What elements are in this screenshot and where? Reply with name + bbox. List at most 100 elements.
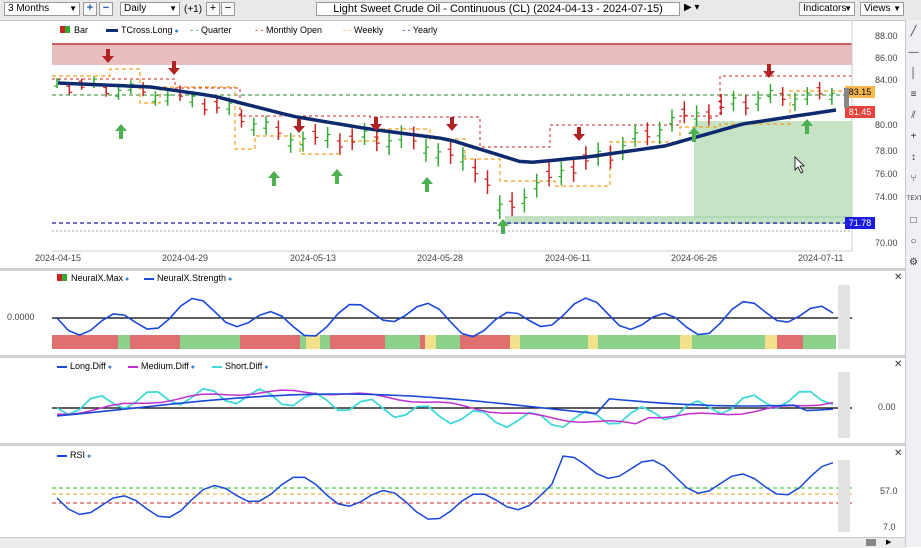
rectangle-icon[interactable]: □ — [910, 215, 917, 226]
settings-dot-icon[interactable]: ● — [188, 364, 196, 371]
settings-icon[interactable]: ⚙ — [909, 257, 918, 268]
line-icon[interactable]: ╱ — [910, 26, 917, 37]
chevron-down-icon: ▼ — [893, 4, 901, 13]
long-diff-line — [56, 393, 834, 417]
date-label: 2024-06-11 — [545, 253, 591, 263]
chevron-down-icon: ▼ — [169, 4, 177, 13]
neural-scroll-area — [838, 285, 850, 349]
date-label: 2024-05-13 — [290, 253, 337, 263]
price-axis-label: 74.00 — [875, 192, 898, 202]
neural-strength-label: NeuralX.Strength — [157, 273, 227, 283]
neural-histogram-block — [598, 335, 680, 349]
arrows-icon[interactable]: ↕ — [911, 152, 916, 163]
date-label: 2024-07-11 — [798, 253, 844, 263]
price-axis-label: 78.00 — [875, 146, 898, 156]
neural-histogram-block — [118, 335, 130, 349]
offset-label: (+1) — [184, 4, 203, 15]
buy-arrow-head — [421, 177, 433, 184]
period-dropdown[interactable]: 3 Months ▼ — [4, 2, 80, 16]
interval-value: Daily — [124, 3, 147, 14]
legend-bar: Bar — [60, 25, 88, 35]
rsi-panel[interactable]: RSI ● 57.0 7.0 ✕ — [0, 446, 905, 537]
neural-max-label: NeuralX.Max — [71, 273, 124, 283]
neural-max-swatch — [57, 274, 67, 281]
zoom-in-button[interactable]: + — [83, 2, 97, 16]
symbol-title[interactable]: Light Sweet Crude Oil - Continuous (CL) … — [316, 2, 680, 16]
neural-histogram-block — [588, 335, 598, 349]
settings-dot-icon[interactable]: ● — [226, 276, 233, 283]
long-diff-label: Long.Diff — [70, 361, 106, 371]
fib-icon[interactable]: ≡ — [910, 89, 917, 100]
legend-yearly: - - Yearly — [402, 25, 438, 35]
title-menu-button[interactable]: ▶ ▾ — [684, 2, 700, 13]
last-price-tag: 83.15 — [845, 86, 875, 98]
vertical-line-icon[interactable]: │ — [910, 68, 917, 79]
zoom-out-button[interactable]: − — [99, 2, 113, 16]
drawing-tools-sidebar: ╱ ― │ ≡ ⫽ + ↕ ⑂ TEXT □ ○ ⚙ — [905, 20, 921, 547]
legend-short-diff: Short.Diff ● — [212, 361, 269, 371]
price-axis-label: 70.00 — [875, 238, 898, 248]
trend-channel-icon[interactable]: ⫽ — [911, 110, 916, 121]
neural-max-histogram — [52, 335, 836, 349]
neural-histogram-block — [777, 335, 803, 349]
monthly-open-line — [52, 75, 852, 148]
close-neural-panel-icon[interactable]: ✕ — [894, 272, 903, 283]
indicators-label: Indicators — [803, 3, 847, 14]
sell-arrow-head — [446, 124, 458, 131]
crosshair-icon[interactable]: + — [910, 131, 917, 142]
bar-swatch — [60, 26, 70, 33]
interval-dropdown[interactable]: Daily ▼ — [120, 2, 180, 16]
date-label: 2024-04-29 — [162, 253, 209, 263]
neural-histogram-block — [436, 335, 460, 349]
chevron-down-icon: ▼ — [69, 4, 77, 13]
horizontal-scrollbar[interactable]: ▶ — [0, 537, 905, 548]
ellipse-icon[interactable]: ○ — [910, 236, 917, 247]
neural-histogram-block — [460, 335, 510, 349]
add-bar-button[interactable]: + — [206, 2, 220, 16]
rsi-axis-label: 57.0 — [880, 486, 898, 496]
neural-histogram-block — [320, 335, 330, 349]
resistance-zone-edge — [52, 43, 852, 45]
indicators-dropdown[interactable]: Indicators ▼ — [799, 2, 855, 16]
diff-panel[interactable]: Long.Diff ● Medium.Diff ● Short.Diff ● 0… — [0, 358, 905, 443]
medium-diff-swatch — [128, 365, 138, 368]
sell-arrow-head — [763, 71, 775, 78]
long-diff-swatch — [57, 365, 67, 368]
legend-quarter: - - Quarter — [190, 25, 232, 35]
neural-histogram-block — [385, 335, 420, 349]
sell-arrow-head — [102, 56, 114, 63]
buy-arrow-head — [115, 124, 127, 131]
pitchfork-icon[interactable]: ⑂ — [910, 173, 917, 184]
price-chart[interactable] — [0, 21, 905, 268]
settings-dot-icon[interactable]: ● — [105, 364, 113, 371]
horizontal-line-icon[interactable]: ― — [908, 47, 919, 58]
price-panel[interactable]: Bar TCross.Long ● - - Quarter - - Monthl… — [0, 21, 905, 268]
close-diff-panel-icon[interactable]: ✕ — [894, 359, 903, 370]
scroll-right-icon[interactable]: ▶ — [886, 539, 892, 546]
close-rsi-panel-icon[interactable]: ✕ — [894, 448, 903, 459]
medium-diff-line — [57, 389, 834, 425]
remove-bar-button[interactable]: − — [221, 2, 235, 16]
views-dropdown[interactable]: Views ▼ — [860, 2, 904, 16]
panel-divider[interactable] — [0, 443, 905, 446]
neural-panel[interactable]: NeuralX.Max ● NeuralX.Strength ● 0.0000 … — [0, 271, 905, 355]
settings-dot-icon[interactable]: ● — [262, 364, 269, 371]
weekly-swatch: - - — [343, 25, 354, 35]
panel-divider[interactable] — [0, 268, 905, 271]
short-diff-line — [56, 387, 834, 429]
buy-arrow-head — [497, 219, 509, 226]
sell-arrow-stem — [767, 64, 771, 72]
price-slider-handle[interactable] — [844, 88, 849, 108]
text-icon[interactable]: TEXT — [907, 196, 921, 202]
legend-monthly-label: Monthly Open — [266, 25, 323, 35]
neural-histogram-block — [110, 335, 118, 349]
rsi-label: RSI — [70, 450, 86, 460]
panel-divider[interactable] — [0, 355, 905, 358]
views-label: Views — [864, 3, 891, 14]
scrollbar-thumb[interactable] — [866, 539, 876, 546]
settings-dot-icon[interactable]: ● — [172, 28, 179, 35]
settings-dot-icon[interactable]: ● — [123, 276, 130, 283]
legend-bar-label: Bar — [74, 25, 89, 35]
buy-arrow-head — [331, 169, 343, 176]
settings-dot-icon[interactable]: ● — [85, 453, 92, 460]
